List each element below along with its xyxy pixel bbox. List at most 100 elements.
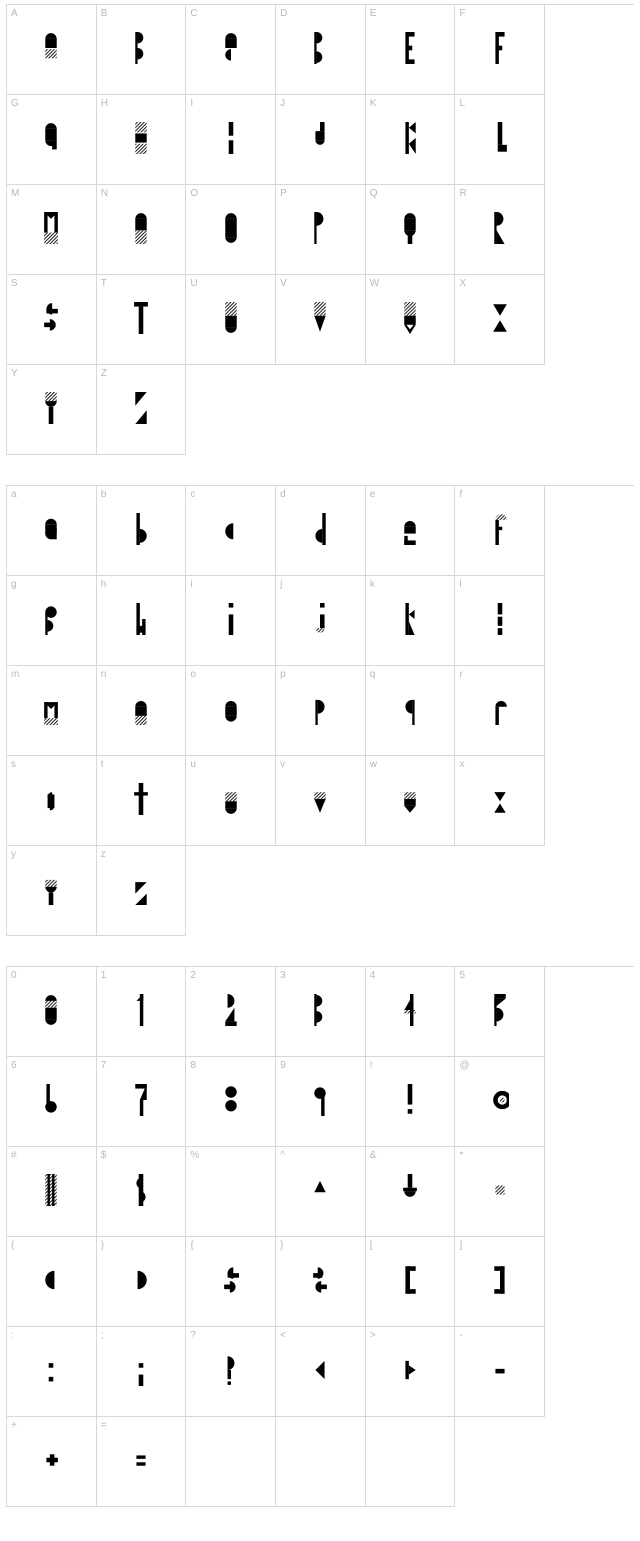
character-cell[interactable]: > [366,1327,456,1417]
cell-label: H [101,98,108,109]
character-cell[interactable]: o [186,666,276,756]
character-cell[interactable]: N [97,185,187,275]
character-cell[interactable]: A [7,5,97,95]
character-cell[interactable]: T [97,275,187,365]
character-cell[interactable]: v [276,756,366,846]
character-cell[interactable]: 6 [7,1057,97,1147]
glyph-f [480,509,520,549]
cell-label: O [190,188,198,199]
character-cell[interactable]: d [276,486,366,576]
character-cell[interactable]: W [366,275,456,365]
character-cell[interactable]: P [276,185,366,275]
glyph-X [480,298,520,338]
cell-label: Z [101,368,107,379]
character-cell[interactable]: = [97,1417,187,1507]
character-cell[interactable]: # [7,1147,97,1237]
character-cell[interactable]: 3 [276,967,366,1057]
character-cell[interactable]: ) [97,1237,187,1327]
character-cell[interactable]: V [276,275,366,365]
cell-label: ( [11,1240,14,1251]
character-cell[interactable]: b [97,486,187,576]
character-cell[interactable]: @ [455,1057,545,1147]
character-cell[interactable]: ( [7,1237,97,1327]
character-cell[interactable]: 9 [276,1057,366,1147]
character-cell[interactable]: 7 [97,1057,187,1147]
character-cell[interactable]: w [366,756,456,846]
character-cell[interactable]: H [97,95,187,185]
character-cell[interactable]: * [455,1147,545,1237]
character-cell[interactable]: O [186,185,276,275]
character-cell[interactable]: h [97,576,187,666]
character-cell[interactable]: c [186,486,276,576]
character-cell[interactable]: B [97,5,187,95]
character-cell[interactable]: F [455,5,545,95]
character-cell[interactable]: J [276,95,366,185]
character-cell[interactable]: 1 [97,967,187,1057]
character-cell[interactable]: 8 [186,1057,276,1147]
character-cell[interactable]: p [276,666,366,756]
character-cell[interactable]: z [97,846,187,936]
character-cell[interactable]: ! [366,1057,456,1147]
glyph-c [211,509,251,549]
character-cell[interactable]: i [186,576,276,666]
character-cell[interactable]: f [455,486,545,576]
character-cell[interactable]: u [186,756,276,846]
character-cell[interactable]: m [7,666,97,756]
character-cell[interactable]: r [455,666,545,756]
glyph-P [300,208,340,248]
character-cell[interactable]: g [7,576,97,666]
character-cell[interactable]: X [455,275,545,365]
character-cell[interactable]: s [7,756,97,846]
character-cell[interactable]: < [276,1327,366,1417]
character-cell[interactable]: & [366,1147,456,1237]
character-cell[interactable]: K [366,95,456,185]
character-cell[interactable]: U [186,275,276,365]
character-cell[interactable]: E [366,5,456,95]
character-cell[interactable]: S [7,275,97,365]
character-cell[interactable]: [ [366,1237,456,1327]
character-cell[interactable]: Y [7,365,97,455]
character-cell[interactable]: C [186,5,276,95]
character-cell[interactable]: $ [97,1147,187,1237]
glyph-$ [121,1170,161,1210]
character-cell[interactable]: % [186,1147,276,1237]
glyph-; [121,1350,161,1390]
cell-label: 1 [101,970,107,981]
cell-label: Q [370,188,378,199]
character-cell[interactable]: 2 [186,967,276,1057]
character-cell[interactable]: ; [97,1327,187,1417]
character-cell[interactable]: l [455,576,545,666]
cell-label: r [459,669,462,680]
character-cell[interactable]: ] [455,1237,545,1327]
character-cell[interactable]: x [455,756,545,846]
character-cell[interactable]: a [7,486,97,576]
character-cell[interactable]: n [97,666,187,756]
character-cell[interactable]: k [366,576,456,666]
cell-label: 9 [280,1060,286,1071]
character-cell[interactable]: q [366,666,456,756]
character-cell[interactable]: 5 [455,967,545,1057]
character-cell[interactable]: G [7,95,97,185]
character-cell[interactable]: Q [366,185,456,275]
character-cell[interactable]: M [7,185,97,275]
character-cell[interactable]: L [455,95,545,185]
character-cell[interactable]: + [7,1417,97,1507]
character-cell[interactable]: D [276,5,366,95]
character-cell[interactable]: y [7,846,97,936]
character-cell[interactable]: t [97,756,187,846]
character-cell[interactable]: 0 [7,967,97,1057]
character-cell[interactable]: R [455,185,545,275]
character-cell[interactable]: j [276,576,366,666]
character-cell[interactable]: : [7,1327,97,1417]
character-cell[interactable]: Z [97,365,187,455]
character-cell[interactable]: { [186,1237,276,1327]
character-cell[interactable]: I [186,95,276,185]
glyph-y [31,869,71,909]
empty-cell [186,1417,276,1507]
character-cell[interactable]: e [366,486,456,576]
character-cell[interactable]: ^ [276,1147,366,1237]
character-cell[interactable]: 4 [366,967,456,1057]
character-cell[interactable]: - [455,1327,545,1417]
character-cell[interactable]: } [276,1237,366,1327]
character-cell[interactable]: ? [186,1327,276,1417]
